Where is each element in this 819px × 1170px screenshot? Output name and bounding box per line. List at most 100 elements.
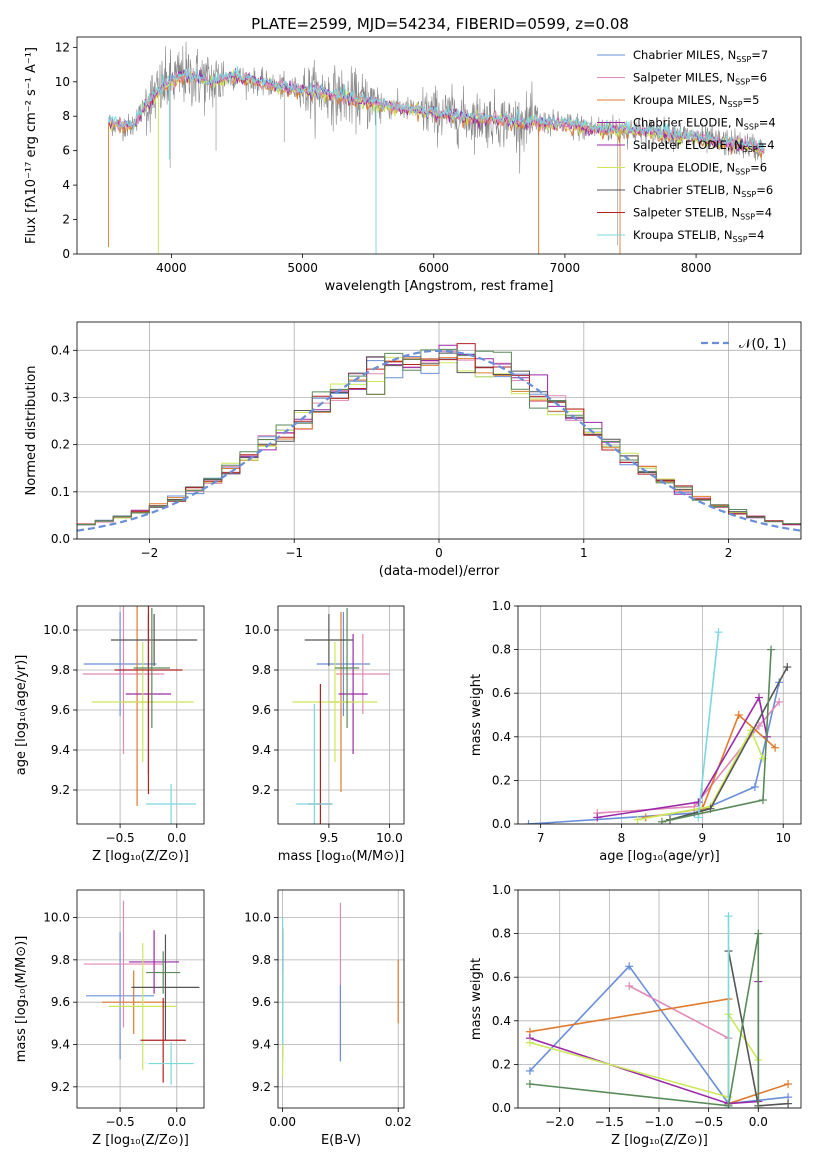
y-tick-label: 0 <box>62 247 70 261</box>
y-tick-label: 0.2 <box>51 438 70 452</box>
ticks-age_vs_mass: 9.5 10.0 9.2 9.4 9.6 9.8 10.0 <box>244 623 403 845</box>
histogram-chabrier_stelib <box>77 352 801 539</box>
legend-entry: Salpeter MILES, NSSP=6 <box>633 71 767 87</box>
series-line-kroupa_stelib <box>697 632 720 818</box>
y-axis-label: mass weight <box>469 674 484 756</box>
y-tick-label: 10.0 <box>43 911 70 925</box>
panel-age_vs_mass: 9.5 10.0 9.2 9.4 9.6 9.8 10.0 mass [log₁₀(M/M⊙)… <box>244 605 405 864</box>
legend-value: =6 <box>750 161 767 175</box>
x-tick-label: 8000 <box>681 261 712 275</box>
x-tick-label: 7000 <box>550 261 581 275</box>
ticks-mass_vs_ebv: 0.00 0.02 9.2 9.4 9.6 9.8 10.0 <box>244 911 411 1129</box>
x-tick-label: −0.5 <box>106 1115 135 1129</box>
axes-frame <box>277 889 405 1109</box>
axes-frame <box>517 889 802 1109</box>
y-tick-label: 0.8 <box>492 643 511 657</box>
y-tick-label: 0.8 <box>492 927 511 941</box>
panel-residuals: −2 −1 0 1 2 0.0 0.1 0.2 0.3 0.4 (data-model)/error… <box>24 321 802 579</box>
x-tick-label: 0.0 <box>749 1115 768 1129</box>
axes-frame <box>76 321 802 540</box>
legend-entry: Salpeter STELIB, NSSP=4 <box>633 206 772 222</box>
legend-sub: SSP <box>740 213 755 222</box>
legend-label: Salpeter MILES, N <box>633 71 735 85</box>
x-tick-label: −2.0 <box>545 1115 574 1129</box>
x-tick-label: 10 <box>776 831 791 845</box>
series-line-extra_green <box>529 933 760 1108</box>
axes-frame <box>277 605 405 825</box>
y-tick-label: 9.6 <box>252 703 271 717</box>
series-point-chabrier_elodie <box>754 693 763 702</box>
plot-area-mass_vs_ebv <box>282 902 399 1077</box>
series-point-salpeter_miles <box>775 697 784 706</box>
residuals-legend: 𝒩(0, 1) <box>701 337 786 352</box>
axes-frame <box>76 605 205 825</box>
y-tick-label: 0.4 <box>51 343 70 357</box>
legend-value: =5 <box>743 93 760 107</box>
plot-area-age_vs_Z <box>82 606 198 824</box>
legend-label: Salpeter STELIB, N <box>633 206 740 220</box>
x-tick-label: 10.0 <box>376 831 403 845</box>
series-point-kroupa_stelib <box>694 813 703 822</box>
plot-area-mass_vs_Z <box>83 900 200 1085</box>
series-line-salpeter_miles <box>628 985 729 1039</box>
legend-entry: 𝒩(0, 1) <box>739 337 786 352</box>
series-point-extra_green <box>758 796 767 805</box>
x-axis-label: Z [log₁₀(Z/Z⊙)] <box>92 1133 189 1148</box>
x-tick-label: −1.0 <box>644 1115 673 1129</box>
series-point-kroupa_miles <box>771 743 780 752</box>
y-axis-label: Flux [fλ10⁻¹⁷ erg cm⁻² s⁻¹ A⁻¹] <box>24 47 39 244</box>
y-axis-label: mass weight <box>469 958 484 1040</box>
y-tick-label: 1.0 <box>492 883 511 897</box>
y-tick-label: 1.0 <box>492 599 511 613</box>
legend-sub: SSP <box>735 168 750 177</box>
series-point-kroupa_elodie <box>525 1038 534 1047</box>
grid-mass_vs_Z <box>77 890 204 1108</box>
gaussian-curve <box>77 349 801 532</box>
y-tick-label: 10 <box>55 75 70 89</box>
y-tick-label: 0.6 <box>492 686 511 700</box>
y-tick-label: 9.4 <box>51 1038 70 1052</box>
plot-area-spectrum <box>108 41 765 254</box>
series-point-kroupa_elodie <box>633 815 642 824</box>
series-point-chabrier_stelib <box>784 1099 793 1108</box>
panels: 4000 5000 6000 7000 8000024681012wavelength … <box>14 36 802 1148</box>
series-point-extra_green <box>724 1101 733 1108</box>
figure-title: PLATE=2599, MJD=54234, FIBERID=0599, z=0… <box>251 15 629 33</box>
grid-weight_vs_age <box>518 605 801 825</box>
y-tick-label: 0.1 <box>51 485 70 499</box>
legend-value: =4 <box>759 116 776 130</box>
x-tick-label: 0 <box>435 546 443 560</box>
series-point-extra_green <box>525 1080 534 1089</box>
y-tick-label: 9.6 <box>252 995 271 1009</box>
y-tick-label: 12 <box>55 40 70 54</box>
series-point-kroupa_stelib <box>714 628 723 637</box>
y-axis-label: mass [log₁₀(M/M⊙)] <box>14 936 29 1063</box>
y-tick-label: 9.4 <box>252 1038 271 1052</box>
x-axis-label: mass [log₁₀(M/M⊙)] <box>278 849 405 864</box>
legend-sub: SSP <box>744 123 759 132</box>
series-point-chabrier_elodie <box>593 813 602 822</box>
y-tick-label: 0.0 <box>51 532 70 546</box>
y-tick-label: 9.2 <box>252 783 271 797</box>
series-point-extra_green <box>754 929 763 938</box>
y-tick-label: 9.6 <box>51 703 70 717</box>
model-line-salpeter_miles <box>108 69 765 154</box>
ticks-spectrum: 4000 5000 6000 7000 8000 0 2 4 6 8 10 12 <box>55 40 712 275</box>
panel-spectrum: 4000 5000 6000 7000 8000 0 2 4 6 8 10 12 wavelength … <box>24 36 802 294</box>
legend-entry: Kroupa STELIB, NSSP=4 <box>633 228 764 244</box>
series-line-kroupa_elodie <box>637 728 764 821</box>
series-point-chabrier_miles <box>750 782 759 791</box>
panel-weight_vs_Z: −2.0 −1.5 −1.0 −0.5 0.0 0.0 0.2 0.4 0.6 0.8 1.0 Z [… <box>469 883 802 1148</box>
x-tick-label: 4000 <box>156 261 187 275</box>
y-tick-label: 0.0 <box>492 817 511 831</box>
y-tick-label: 0.4 <box>492 1014 511 1028</box>
series-point-chabrier_stelib <box>783 663 792 672</box>
legend-label: Salpeter ELODIE, N <box>633 138 743 152</box>
y-tick-label: 9.8 <box>252 663 271 677</box>
plot-area-residuals <box>77 343 801 539</box>
y-axis-label: age [log₁₀(age/yr)] <box>14 655 29 776</box>
legend-entry: Kroupa ELODIE, NSSP=6 <box>633 161 767 177</box>
legend-value: =6 <box>756 183 773 197</box>
series-line-chabrier_elodie <box>597 695 768 819</box>
